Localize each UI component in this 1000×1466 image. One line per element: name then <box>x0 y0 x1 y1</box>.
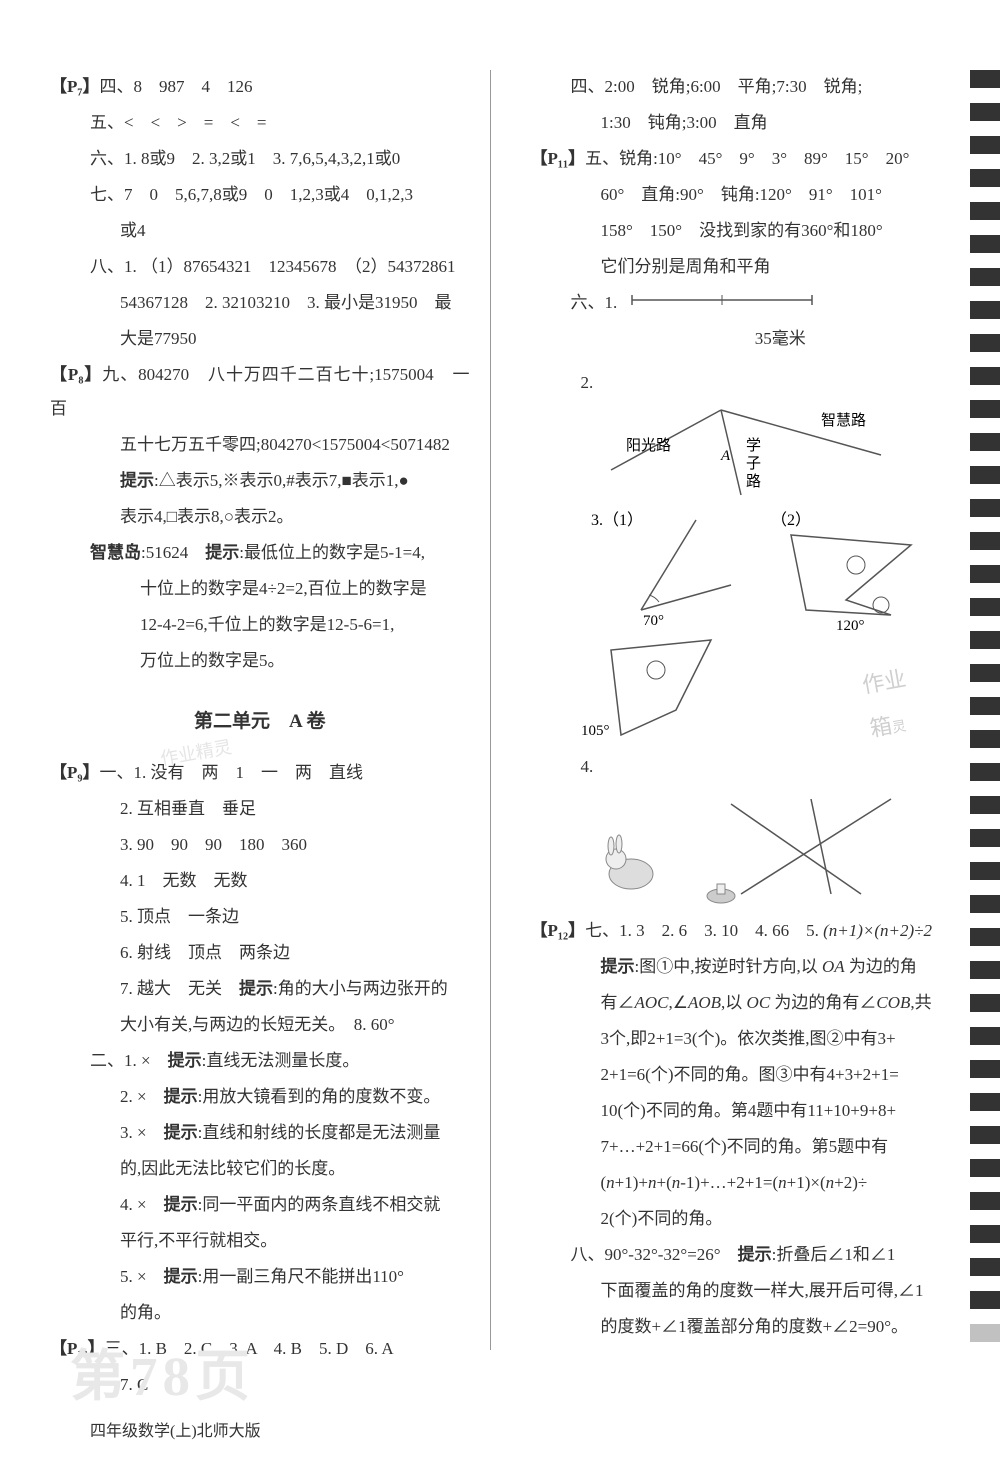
p8-l6: 十位上的数字是4÷2=2,百位上的数字是 <box>50 572 470 606</box>
p9-l9: 二、1. × 提示:直线无法测量长度。 <box>50 1044 470 1078</box>
page-number-bg: 第78页 <box>70 1331 255 1411</box>
p7-l2: 五、< < > = < = <box>50 106 470 140</box>
p12-ref: 【P₁₂】 <box>531 921 586 940</box>
p12-l3: 有∠AOC,∠AOB,以 OC 为边的角有∠COB,共 <box>531 986 951 1020</box>
p9-l15: 5. × 提示:用一副三角尺不能拼出110° <box>50 1260 470 1294</box>
svg-text:学: 学 <box>746 437 761 454</box>
svg-text:子: 子 <box>746 455 761 472</box>
rabbit-diagram: 4. <box>581 750 951 904</box>
p11-l4: 它们分别是周角和平角 <box>531 250 951 284</box>
p8-l7: 12-4-2=6,千位上的数字是12-5-6=1, <box>50 608 470 642</box>
p8-l3: 提示:△表示5,※表示0,#表示7,■表示1,● <box>50 464 470 498</box>
p12-l11: 下面覆盖的角的度数一样大,展开后可得,∠1 <box>531 1274 951 1308</box>
svg-text:路: 路 <box>746 473 761 490</box>
p12-l12: 的度数+∠1覆盖部分角的度数+∠2=90°。 <box>531 1310 951 1344</box>
p9-l16: 的角。 <box>50 1296 470 1330</box>
p11-l2: 60° 直角:90° 钝角:120° 91° 101° <box>531 178 951 212</box>
p9-l13: 4. × 提示:同一平面内的两条直线不相交就 <box>50 1188 470 1222</box>
p11-ref: 【P₁₁】 <box>531 149 586 168</box>
p7-l5: 或4 <box>50 214 470 248</box>
p12-l2: 提示:图①中,按逆时针方向,以 OA 为边的角 <box>531 950 951 984</box>
p7-l1: 【P₇】四、8 987 4 126 <box>50 70 470 104</box>
p7-l6: 八、1. （1）87654321 12345678 （2）54372861 <box>50 250 470 284</box>
p12-l10: 八、90°-32°-32°=26° 提示:折叠后∠1和∠1 <box>531 1238 951 1272</box>
r-top-l2: 1:30 钝角;3:00 直角 <box>531 106 951 140</box>
p9-l1: 【P₉】一、1. 没有 两 1 一 两 直线 <box>50 756 470 790</box>
svg-text:3.（1）: 3.（1） <box>591 511 643 529</box>
ruler-label: 35毫米 <box>531 322 951 356</box>
p8-ref: 【P₈】 <box>50 365 102 384</box>
p9-l11: 3. × 提示:直线和射线的长度都是无法测量 <box>50 1116 470 1150</box>
p9-l14: 平行,不平行就相交。 <box>50 1224 470 1258</box>
unit2-title: 第二单元 A 卷 <box>50 703 470 741</box>
p12-l8: (n+1)+n+(n-1)+…+2+1=(n+1)×(n+2)÷ <box>531 1166 951 1200</box>
edge-markers <box>970 70 1000 1342</box>
p8-l2: 五十七万五千零四;804270<1575004<5071482 <box>50 428 470 462</box>
svg-text:105°: 105° <box>581 723 610 739</box>
p12-l4: 3个,即2+1=3(个)。依次类推,图②中有3+ <box>531 1022 951 1056</box>
p9-l4: 4. 1 无数 无数 <box>50 864 470 898</box>
left-column: 【P₇】四、8 987 4 126 五、< < > = < = 六、1. 8或9… <box>50 70 491 1350</box>
p12-l6: 10(个)不同的角。第4题中有11+10+9+8+ <box>531 1094 951 1128</box>
roads-diagram: 2. 阳光路 智慧路 学 子 路 A <box>581 366 951 500</box>
footer-text: 四年级数学(上)北师大版 <box>90 1417 261 1441</box>
r-top-l1: 四、2:00 锐角;6:00 平角;7:30 锐角; <box>531 70 951 104</box>
svg-text:（2）: （2） <box>771 511 811 529</box>
right-column: 四、2:00 锐角;6:00 平角;7:30 锐角; 1:30 钝角;3:00 … <box>521 70 951 1350</box>
p12-l1: 【P₁₂】七、1. 3 2. 6 3. 10 4. 66 5. (n+1)×(n… <box>531 914 951 948</box>
p8-l4: 表示4,□表示8,○表示2。 <box>50 500 470 534</box>
p9-l12: 的,因此无法比较它们的长度。 <box>50 1152 470 1186</box>
p7-l3: 六、1. 8或9 2. 3,2或1 3. 7,6,5,4,3,2,1或0 <box>50 142 470 176</box>
p9-l2: 2. 互相垂直 垂足 <box>50 792 470 826</box>
p7-l7: 54367128 2. 32103210 3. 最小是31950 最 <box>50 286 470 320</box>
p12-l5: 2+1=6(个)不同的角。图③中有4+3+2+1= <box>531 1058 951 1092</box>
p11-l5: 六、1. <box>531 286 951 320</box>
svg-text:阳光路: 阳光路 <box>626 437 671 454</box>
p8-l1: 【P₈】九、804270 八十万四千二百七十;1575004 一百 <box>50 358 470 426</box>
svg-text:70°: 70° <box>643 613 664 629</box>
p12-l9: 2(个)不同的角。 <box>531 1202 951 1236</box>
p8-l5: 智慧岛:51624 提示:最低位上的数字是5-1=4, <box>50 536 470 570</box>
p9-l6: 6. 射线 顶点 两条边 <box>50 936 470 970</box>
p9-l3: 3. 90 90 90 180 360 <box>50 828 470 862</box>
p7-ref: 【P₇】 <box>50 77 99 96</box>
svg-text:A: A <box>720 448 731 464</box>
ruler-diagram <box>622 292 822 317</box>
svg-text:120°: 120° <box>836 618 865 634</box>
p11-l3: 158° 150° 没找到家的有360°和180° <box>531 214 951 248</box>
p11-l1: 【P₁₁】五、锐角:10° 45° 9° 3° 89° 15° 20° <box>531 142 951 176</box>
p9-l7: 7. 越大 无关 提示:角的大小与两边张开的 <box>50 972 470 1006</box>
p9-ref: 【P₉】 <box>50 763 99 782</box>
p8-l8: 万位上的数字是5。 <box>50 644 470 678</box>
p7-l8: 大是77950 <box>50 322 470 356</box>
svg-text:智慧路: 智慧路 <box>821 411 866 429</box>
p9-l8: 大小有关,与两边的长短无关。 8. 60° <box>50 1008 470 1042</box>
p9-l10: 2. × 提示:用放大镜看到的角的度数不变。 <box>50 1080 470 1114</box>
p7-l4: 七、7 0 5,6,7,8或9 0 1,2,3或4 0,1,2,3 <box>50 178 470 212</box>
p9-l5: 5. 顶点 一条边 <box>50 900 470 934</box>
p12-l7: 7+…+2+1=66(个)不同的角。第5题中有 <box>531 1130 951 1164</box>
